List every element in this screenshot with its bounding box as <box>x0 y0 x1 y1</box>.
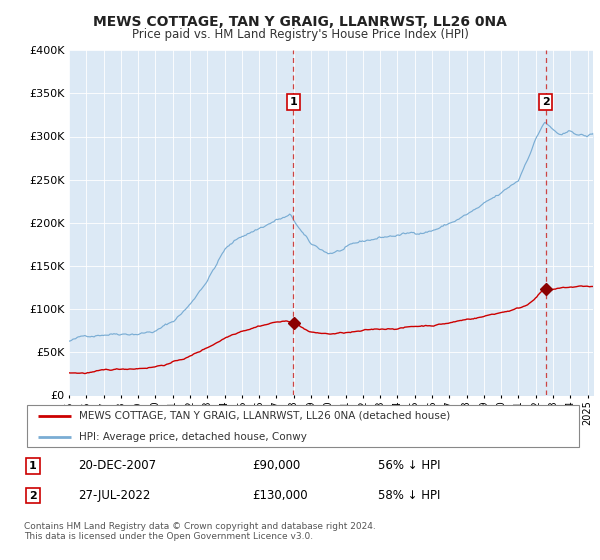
Text: £90,000: £90,000 <box>252 459 300 473</box>
Text: 27-JUL-2022: 27-JUL-2022 <box>78 489 151 502</box>
Text: £130,000: £130,000 <box>252 489 308 502</box>
Text: 56% ↓ HPI: 56% ↓ HPI <box>378 459 440 473</box>
Text: 1: 1 <box>29 461 37 471</box>
Text: HPI: Average price, detached house, Conwy: HPI: Average price, detached house, Conw… <box>79 432 307 442</box>
Text: Price paid vs. HM Land Registry's House Price Index (HPI): Price paid vs. HM Land Registry's House … <box>131 28 469 41</box>
Text: 1: 1 <box>289 97 297 107</box>
Text: This data is licensed under the Open Government Licence v3.0.: This data is licensed under the Open Gov… <box>24 532 313 541</box>
Text: MEWS COTTAGE, TAN Y GRAIG, LLANRWST, LL26 0NA: MEWS COTTAGE, TAN Y GRAIG, LLANRWST, LL2… <box>93 15 507 29</box>
Text: 20-DEC-2007: 20-DEC-2007 <box>78 459 156 473</box>
Text: 2: 2 <box>29 491 37 501</box>
Text: Contains HM Land Registry data © Crown copyright and database right 2024.: Contains HM Land Registry data © Crown c… <box>24 522 376 531</box>
Text: MEWS COTTAGE, TAN Y GRAIG, LLANRWST, LL26 0NA (detached house): MEWS COTTAGE, TAN Y GRAIG, LLANRWST, LL2… <box>79 410 450 421</box>
Text: 58% ↓ HPI: 58% ↓ HPI <box>378 489 440 502</box>
FancyBboxPatch shape <box>27 405 579 447</box>
Text: 2: 2 <box>542 97 550 107</box>
